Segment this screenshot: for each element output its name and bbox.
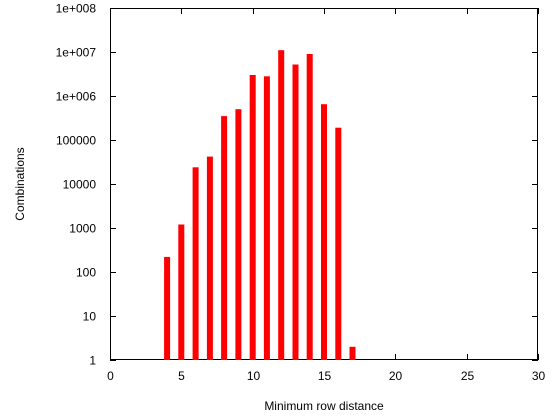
y-axis-title: Combinations <box>13 147 27 220</box>
bar-x8 <box>221 116 228 360</box>
bar-x4 <box>164 256 171 360</box>
bar-series <box>164 50 356 361</box>
y-tick-label: 100000 <box>56 134 96 148</box>
y-tick-label: 1000 <box>69 222 96 236</box>
y-tick-label: 1e+006 <box>56 90 97 104</box>
x-axis-title: Minimum row distance <box>264 399 384 413</box>
bar-x6 <box>192 167 199 360</box>
y-tick-label: 1e+008 <box>56 2 97 16</box>
y-axis: 1 10 100 1000 10000 100000 1e+006 1e+007 1e+008 <box>56 2 538 368</box>
y-tick-label: 100 <box>76 266 96 280</box>
bar-x7 <box>206 156 213 360</box>
x-tick-label: 10 <box>247 369 261 383</box>
x-tick-label: 30 <box>532 369 546 383</box>
bar-x13 <box>292 64 299 360</box>
bar-x15 <box>321 104 327 360</box>
y-tick-label: 1 <box>89 354 96 368</box>
y-tick-label: 10000 <box>63 178 97 192</box>
x-tick-label: 20 <box>389 369 403 383</box>
x-tick-label: 25 <box>461 369 475 383</box>
x-tick-label: 0 <box>107 369 114 383</box>
y-tick-label: 10 <box>83 310 97 324</box>
y-tick-label: 1e+007 <box>56 46 97 60</box>
bar-x10 <box>249 75 256 360</box>
bar-x11 <box>263 76 270 361</box>
x-axis: 0 5 10 15 20 25 30 <box>107 8 545 383</box>
bar-x14 <box>306 54 313 360</box>
bar-x5 <box>178 224 185 360</box>
bar-x9 <box>235 109 242 360</box>
x-tick-label: 15 <box>318 369 332 383</box>
bar-x17 <box>349 346 356 360</box>
bar-x16 <box>335 127 342 360</box>
bar-x12 <box>278 50 285 360</box>
x-tick-label: 5 <box>178 369 185 383</box>
